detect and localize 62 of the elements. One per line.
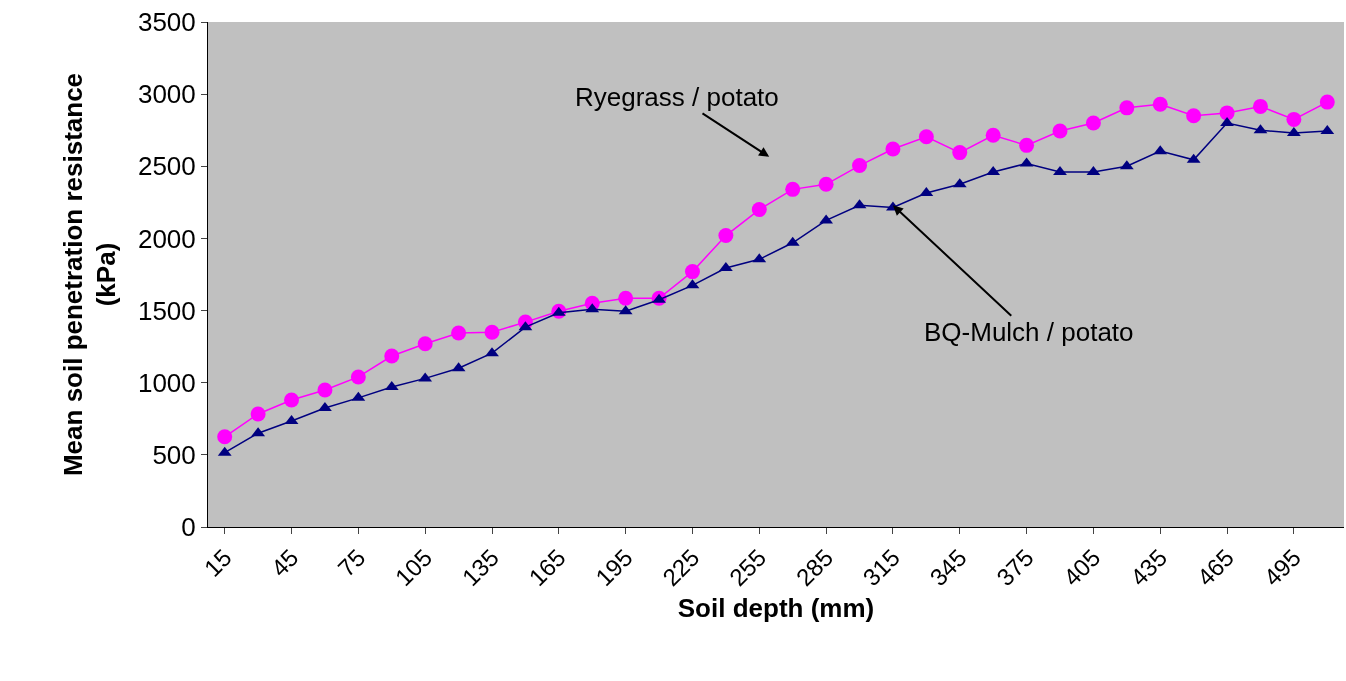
point [852, 158, 868, 174]
point [785, 181, 801, 197]
x-tick-label: 255 [723, 543, 772, 592]
x-tick-label: 165 [523, 543, 571, 592]
x-tick-label: 465 [1191, 543, 1240, 592]
y-tick-label: 2500 [137, 151, 196, 182]
point [952, 145, 968, 161]
point [318, 401, 332, 411]
point [451, 325, 467, 341]
point [1085, 115, 1101, 131]
y-axis-title: Mean soil penetration resistance (kPa) [57, 72, 122, 477]
point [1252, 98, 1268, 114]
annotation: Ryegrass / potato [575, 82, 779, 112]
x-tick-label: 135 [456, 543, 505, 592]
x-tick-label: 435 [1124, 543, 1173, 592]
point [1219, 105, 1235, 121]
x-tick-label: 345 [924, 543, 972, 592]
point [1119, 100, 1135, 116]
y-tick-label: 3000 [137, 79, 196, 110]
point [1319, 94, 1335, 110]
point [484, 324, 500, 340]
x-tick-label: 405 [1058, 543, 1106, 592]
x-tick-label: 75 [332, 543, 371, 582]
y-tick-label: 500 [152, 439, 196, 470]
x-tick-label: 495 [1258, 543, 1306, 592]
point [618, 290, 634, 306]
x-tick-label: 15 [198, 543, 237, 582]
point [1186, 108, 1202, 124]
point [1019, 137, 1035, 153]
x-tick-label: 225 [657, 543, 705, 592]
point [250, 406, 266, 422]
x-tick-label: 45 [265, 543, 304, 582]
point [485, 347, 499, 357]
point [1152, 96, 1168, 112]
point [1053, 166, 1067, 176]
y-tick-label: 3500 [137, 7, 196, 38]
x-tick-label: 285 [790, 543, 839, 592]
x-axis-title: Soil depth (mm) [677, 593, 875, 624]
point [684, 264, 700, 280]
x-tick-label: 105 [389, 543, 438, 592]
x-tick-label: 375 [991, 543, 1039, 592]
point [217, 429, 233, 445]
point [350, 369, 366, 385]
y-tick-label: 2000 [137, 223, 196, 254]
point [384, 348, 400, 364]
point [718, 228, 734, 244]
x-tick-label: 315 [857, 543, 905, 592]
point [1052, 123, 1068, 139]
point [818, 176, 834, 192]
point [985, 127, 1001, 143]
y-tick-label: 1500 [137, 295, 196, 326]
point [885, 141, 901, 157]
annotation: BQ-Mulch / potato [924, 317, 1134, 347]
point [918, 129, 934, 145]
x-tick-label: 195 [590, 543, 638, 592]
point [317, 382, 333, 398]
point [284, 392, 300, 408]
point [1286, 111, 1302, 127]
point [417, 336, 433, 352]
y-tick-label: 0 [181, 512, 196, 543]
y-tick-label: 1000 [137, 367, 196, 398]
point [751, 202, 767, 218]
